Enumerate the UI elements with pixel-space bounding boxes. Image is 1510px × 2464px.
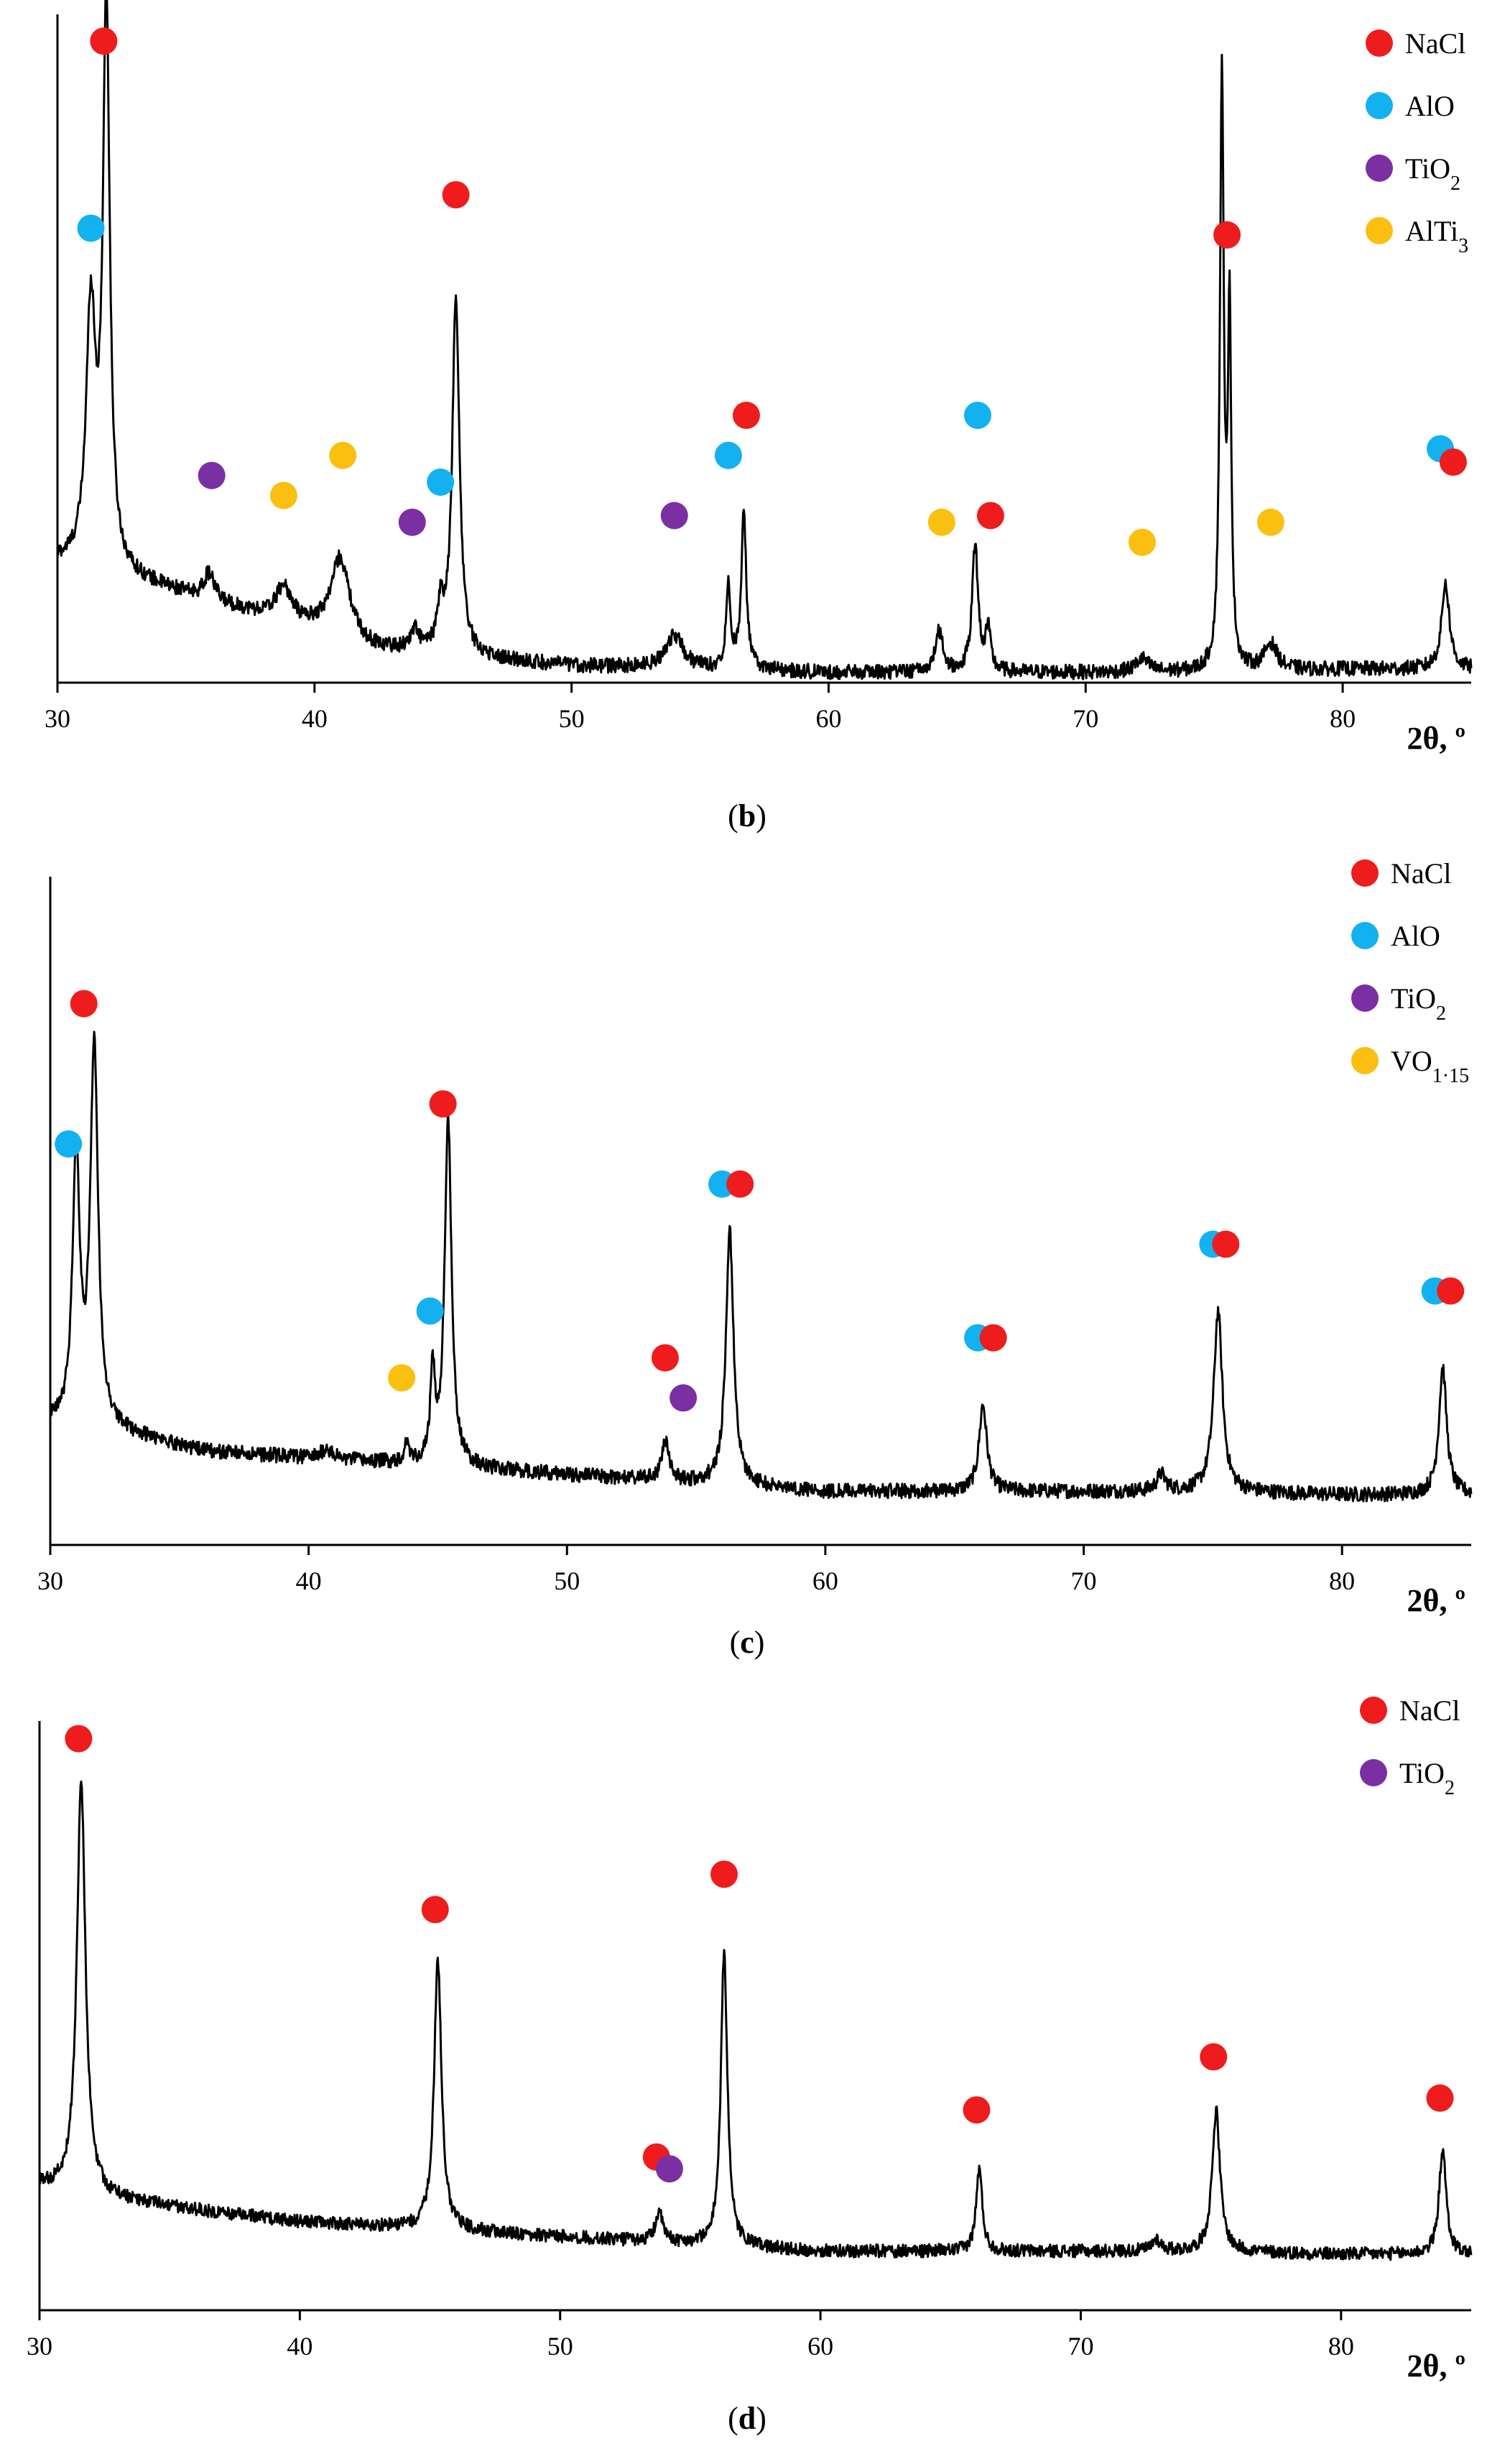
panel-caption: (b): [728, 798, 766, 834]
phase-marker-nacl: [963, 2096, 991, 2124]
x-tick-label: 30: [45, 704, 70, 733]
legend-marker-alo: [1366, 92, 1393, 119]
xrd-pattern-line: [38, 1780, 1473, 2261]
phase-marker-nacl: [726, 1170, 754, 1198]
panel-b: 30 40 50 60 70 80 2θ, º NaCl AlO TiO2 AlTi3 (b): [45, 0, 1473, 834]
legend-marker-alo: [1351, 922, 1379, 949]
phase-marker-nacl: [65, 1725, 93, 1753]
phase-marker-tio2: [670, 1384, 698, 1412]
phase-marker-tio2: [198, 461, 226, 489]
legend-label-tio2: TiO2: [1391, 982, 1446, 1025]
x-tick-label: 30: [37, 1566, 63, 1595]
legend-label-nacl: NaCl: [1391, 857, 1451, 890]
phase-marker-alo: [416, 1297, 444, 1325]
legend-marker-tio2: [1351, 984, 1379, 1012]
legend-label-tio2: TiO2: [1405, 152, 1460, 195]
phase-marker-alo: [714, 441, 742, 469]
x-tick-label: 30: [27, 2332, 52, 2361]
x-tick-label: 70: [1071, 1566, 1097, 1595]
phase-marker-tio2: [655, 2155, 683, 2183]
x-tick-label: 80: [1330, 704, 1356, 733]
x-axis-title: 2θ, º: [1407, 721, 1466, 756]
legend-marker-nacl: [1360, 1697, 1387, 1724]
legend-marker-tio2: [1366, 154, 1393, 182]
phase-marker-vo115: [388, 1364, 416, 1392]
panel-caption: (d): [728, 2401, 766, 2436]
x-tick-label: 40: [287, 2332, 312, 2361]
legend-marker-nacl: [1366, 29, 1393, 57]
x-tick-label: 80: [1328, 2332, 1354, 2361]
x-tick-label: 50: [559, 704, 585, 733]
x-tick-label: 70: [1067, 2332, 1093, 2361]
legend-label-alo: AlO: [1405, 90, 1455, 122]
x-tick-label: 50: [547, 2332, 573, 2361]
x-tick-label: 60: [815, 704, 841, 733]
legend-label-nacl: NaCl: [1405, 27, 1465, 60]
phase-marker-alo: [427, 469, 455, 496]
x-tick-label: 50: [554, 1566, 580, 1595]
phase-marker-alti3: [1128, 528, 1156, 556]
panel-caption: (c): [730, 1625, 765, 1660]
xrd-pattern-line: [49, 1030, 1473, 1503]
legend-marker-tio2: [1360, 1759, 1387, 1786]
x-tick-label: 40: [296, 1566, 322, 1595]
phase-marker-nacl: [442, 181, 470, 209]
phase-marker-alti3: [927, 508, 955, 536]
phase-marker-alo: [963, 402, 991, 429]
x-tick-label: 60: [807, 2332, 833, 2361]
phase-marker-alo: [55, 1130, 83, 1158]
x-axis-title: 2θ, º: [1407, 1583, 1466, 1618]
x-tick-label: 80: [1329, 1566, 1355, 1595]
phase-marker-alti3: [329, 441, 357, 469]
legend-label-vo115: VO1·15: [1391, 1045, 1469, 1087]
panel-c: 30 40 50 60 70 80 2θ, º NaCl AlO TiO2 VO1·15 (c): [37, 857, 1473, 1660]
legend-label-nacl: NaCl: [1399, 1694, 1460, 1727]
x-tick-label: 60: [812, 1566, 838, 1595]
legend-marker-alti3: [1366, 217, 1393, 244]
phase-marker-tio2: [398, 508, 426, 536]
x-tick-label: 40: [302, 704, 328, 733]
legend-label-alo: AlO: [1391, 920, 1440, 952]
phase-marker-nacl: [1213, 221, 1241, 249]
phase-marker-nacl: [1439, 448, 1467, 476]
phase-marker-nacl: [1212, 1230, 1240, 1258]
legend-marker-nacl: [1351, 859, 1379, 887]
phase-marker-nacl: [710, 1860, 738, 1888]
phase-marker-nacl: [651, 1344, 679, 1372]
phase-marker-nacl: [70, 989, 98, 1018]
phase-marker-tio2: [660, 502, 688, 530]
panel-d: 30 40 50 60 70 80 2θ, º NaCl TiO2 (d): [27, 1694, 1473, 2436]
legend-label-tio2: TiO2: [1399, 1757, 1455, 1799]
phase-marker-nacl: [732, 402, 760, 429]
phase-marker-nacl: [1437, 1277, 1465, 1305]
x-tick-label: 70: [1073, 704, 1098, 733]
phase-marker-nacl: [90, 27, 118, 55]
legend-marker-vo115: [1351, 1047, 1379, 1074]
phase-marker-nacl: [1200, 2043, 1228, 2071]
phase-marker-alo: [77, 214, 105, 242]
phase-marker-alti3: [269, 481, 297, 509]
x-axis-title: 2θ, º: [1407, 2348, 1466, 2384]
legend-label-alti3: AlTi3: [1405, 215, 1468, 257]
phase-marker-nacl: [1426, 2084, 1454, 2112]
phase-marker-alti3: [1256, 508, 1284, 536]
phase-marker-nacl: [421, 1896, 449, 1924]
phase-marker-nacl: [429, 1090, 457, 1118]
phase-marker-nacl: [976, 502, 1004, 530]
phase-marker-nacl: [979, 1324, 1007, 1352]
xrd-pattern-line: [56, 0, 1473, 680]
